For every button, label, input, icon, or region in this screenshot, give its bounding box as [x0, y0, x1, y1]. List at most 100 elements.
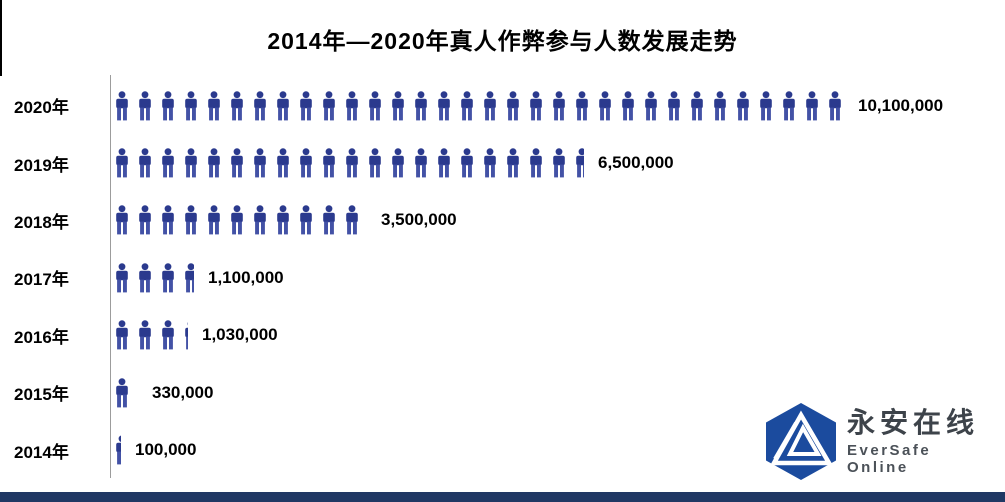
chart-rows: 2020年 10,100,000 2019年 6,500,000 2018年 3,500,… [0, 77, 1005, 479]
chart-row: 2014年 100,000 [0, 421, 1005, 478]
person-icon [116, 377, 128, 408]
year-label: 2016年 [14, 327, 69, 347]
chart-title: 2014年—2020年真人作弊参与人数发展走势 [267, 28, 738, 54]
person-icon [369, 148, 381, 178]
person-icon [139, 263, 151, 293]
person-icon [116, 320, 128, 350]
person-icon [139, 205, 151, 235]
person-icon [116, 435, 121, 465]
person-icon [231, 90, 243, 121]
person-icon [737, 90, 749, 121]
value-label: 3,500,000 [381, 210, 457, 230]
chart-row: 2016年 1,030,000 [0, 307, 1005, 364]
person-icon [599, 90, 611, 121]
pictogram-bar [114, 263, 194, 293]
person-icon [576, 90, 588, 121]
person-icon [783, 90, 795, 121]
person-icon [300, 205, 312, 235]
person-icon [392, 90, 404, 121]
pictogram-bar [114, 148, 584, 178]
left-edge-artifact [0, 0, 2, 76]
person-icon [185, 205, 197, 235]
year-label: 2017年 [14, 270, 69, 290]
year-label: 2020年 [14, 98, 69, 118]
person-icon [507, 90, 519, 121]
person-icon [668, 90, 680, 121]
person-icon [415, 148, 427, 178]
pictogram-bar [114, 320, 188, 350]
chart-row: 2019年 6,500,000 [0, 134, 1005, 191]
person-icon [392, 148, 404, 178]
person-icon [760, 90, 772, 121]
year-label: 2018年 [14, 212, 69, 232]
person-icon [346, 90, 358, 121]
hexagon-logo-icon [766, 403, 836, 480]
person-icon [277, 205, 289, 235]
person-icon [208, 205, 220, 235]
value-label: 1,030,000 [202, 325, 278, 345]
person-icon [185, 90, 197, 121]
person-icon [231, 205, 243, 235]
person-icon [254, 90, 266, 121]
person-icon [116, 205, 128, 235]
person-icon [139, 320, 151, 350]
pictogram-bar [114, 377, 138, 408]
person-icon [323, 90, 335, 121]
person-icon [369, 90, 381, 121]
logo-name-cn: 永安在线 [847, 406, 980, 438]
person-icon [162, 90, 174, 121]
person-icon [438, 90, 450, 121]
person-icon [484, 148, 496, 178]
person-icon [116, 90, 128, 121]
person-icon [714, 90, 726, 121]
logo-name-en: EverSafe Online [847, 442, 932, 477]
person-icon [300, 90, 312, 121]
person-icon [139, 90, 151, 121]
person-icon [254, 205, 266, 235]
value-label: 10,100,000 [858, 95, 944, 115]
person-icon [162, 205, 174, 235]
value-label: 1,100,000 [208, 267, 284, 287]
person-icon [645, 90, 657, 121]
person-icon [438, 148, 450, 178]
person-icon [461, 148, 473, 178]
person-icon [208, 90, 220, 121]
value-label: 330,000 [152, 382, 214, 402]
person-icon [277, 148, 289, 178]
year-label: 2015年 [14, 385, 69, 405]
person-icon [162, 263, 174, 293]
person-icon [323, 205, 335, 235]
chart-row: 2015年 330,000 [0, 364, 1005, 421]
person-icon [116, 148, 128, 178]
person-icon [137, 378, 138, 408]
person-icon [185, 263, 194, 293]
person-icon [691, 90, 703, 121]
person-icon [461, 90, 473, 121]
person-icon [346, 148, 358, 178]
person-icon [162, 320, 174, 350]
person-icon [116, 263, 128, 293]
person-icon [277, 90, 289, 121]
person-icon [254, 148, 266, 178]
pictogram-bar [114, 205, 367, 235]
pictogram-bar [114, 435, 121, 465]
person-icon [231, 148, 243, 178]
chart-row: 2018年 3,500,000 [0, 192, 1005, 249]
person-icon [530, 148, 542, 178]
eversafe-logo: 永安在线 EverSafe Online [765, 402, 1005, 481]
person-icon [185, 148, 197, 178]
footer-bar [0, 492, 1005, 502]
person-icon [530, 90, 542, 121]
person-icon [323, 148, 335, 178]
person-icon [208, 148, 220, 178]
person-icon [806, 90, 818, 121]
person-icon [185, 322, 188, 350]
person-icon [139, 148, 151, 178]
person-icon [507, 148, 519, 178]
person-icon [576, 148, 584, 178]
person-icon [484, 90, 496, 121]
chart-row: 2017年 1,100,000 [0, 249, 1005, 306]
y-axis-line [110, 75, 111, 478]
value-label: 6,500,000 [598, 153, 674, 173]
